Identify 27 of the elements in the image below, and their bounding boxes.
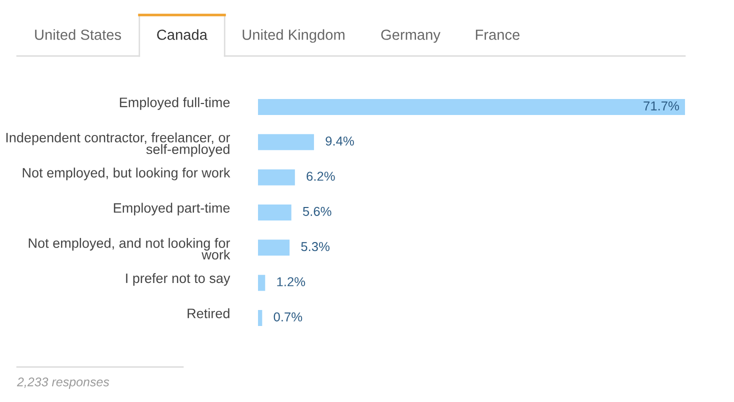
y-tick-label: Independent contractor, freelancer, or self-employed: [6, 132, 230, 157]
data-label: 6.2%: [306, 172, 335, 181]
data-label: 71.7%: [644, 101, 679, 110]
text: Canada: [157, 29, 208, 40]
text: Germany: [381, 30, 440, 43]
y-tick-label: Not employed, and not looking for work: [28, 238, 230, 260]
y-tick-label: I prefer not to say: [126, 273, 230, 286]
bar: [258, 99, 685, 115]
bar: [258, 134, 314, 150]
y-tick-label: Retired: [188, 308, 230, 318]
bar: [258, 274, 266, 291]
data-label: 5.6%: [302, 206, 332, 216]
text: United States: [35, 29, 122, 40]
y-tick-label: Not employed, but looking for work: [22, 168, 230, 180]
bar: [258, 310, 262, 326]
bar: [258, 169, 295, 186]
y-tick-label: Employed part-time: [114, 202, 230, 216]
text: United Kingdom: [242, 29, 344, 43]
data-label: 1.2%: [277, 277, 306, 286]
bar: [258, 204, 292, 221]
bar: [258, 240, 290, 256]
text: 2,233 responses: [16, 378, 110, 389]
data-label: 9.4%: [326, 136, 354, 146]
y-tick-label: Employed full-time: [120, 97, 230, 110]
data-label: 5.3%: [301, 242, 330, 252]
text: France: [476, 30, 520, 40]
data-label: 0.7%: [274, 312, 302, 322]
